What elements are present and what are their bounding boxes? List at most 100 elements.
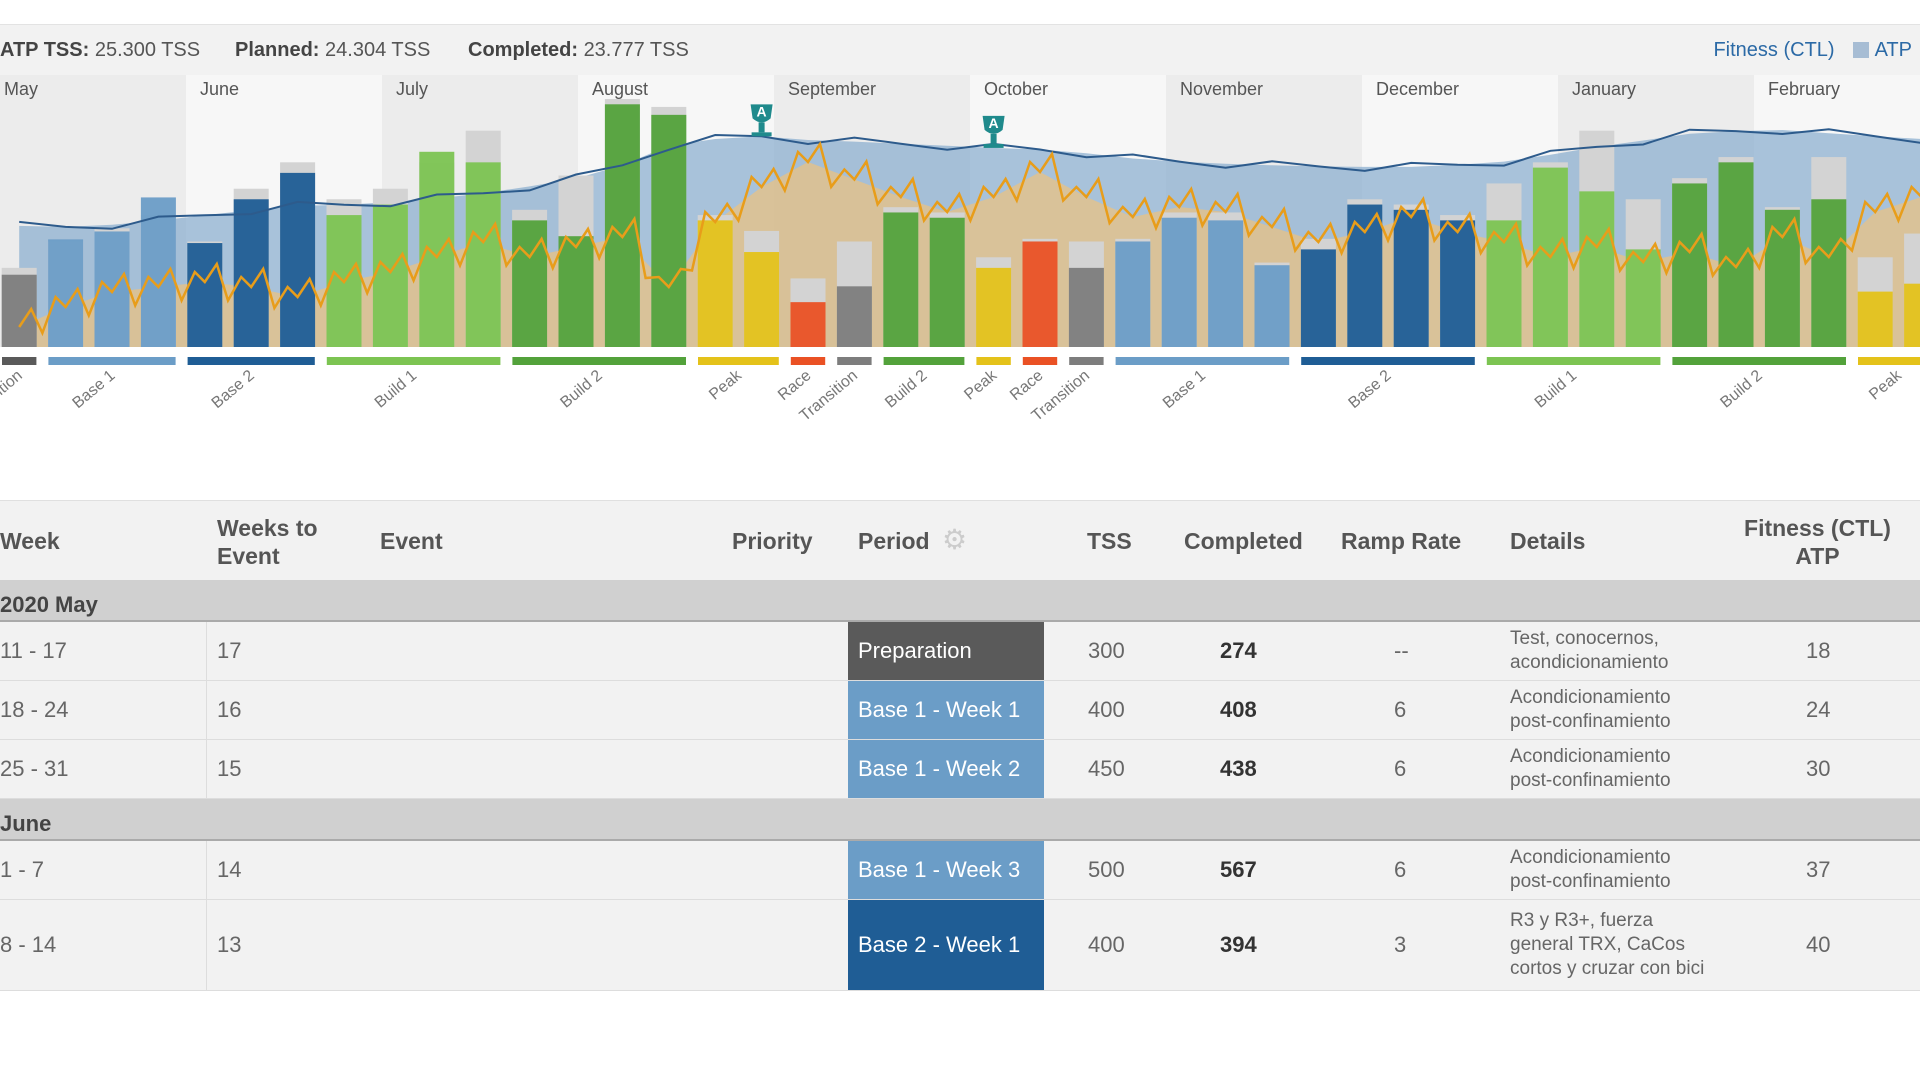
week-range: 8 - 14 [0, 932, 57, 957]
completed-tss-bar[interactable] [790, 302, 826, 347]
col-event[interactable]: Event [380, 528, 443, 554]
period-cell[interactable]: Base 1 - Week 2 [848, 740, 1044, 798]
completed-tss-bar[interactable] [1115, 241, 1151, 347]
fitness-ctl-value: 37 [1806, 857, 1831, 882]
ramp-rate: 6 [1394, 697, 1407, 722]
completed-tss-bar[interactable] [1718, 162, 1754, 347]
completed-tss-bar[interactable] [744, 252, 780, 347]
month-group-label: 2020 May [0, 592, 98, 617]
col-priority[interactable]: Priority [732, 528, 813, 554]
completed-tss-bar[interactable] [187, 243, 223, 347]
table-row[interactable]: 25 - 31 15 Base 1 - Week 2 450 438 6 Acondicio… [0, 740, 1920, 799]
completed-tss-bar[interactable] [1904, 283, 1920, 347]
phase-strip [1022, 357, 1058, 365]
completed-tss-bar[interactable] [976, 267, 1012, 347]
completed-tss: 408 [1220, 697, 1257, 722]
completed-tss-bar[interactable] [140, 197, 176, 347]
completed-tss-bar[interactable] [48, 239, 84, 347]
col-completed[interactable]: Completed [1184, 528, 1303, 554]
completed-tss-bar[interactable] [1811, 199, 1847, 347]
race-trophy-base [983, 143, 1004, 148]
col-tss[interactable]: TSS [1087, 528, 1132, 554]
weeks-to-event: 15 [217, 756, 242, 781]
details-text: Acondicionamiento post-confinamiento [1510, 687, 1671, 732]
completed-tss-bar[interactable] [1857, 291, 1893, 347]
completed-tss-bar[interactable] [1625, 249, 1661, 347]
fitness-ctl-value: 40 [1806, 932, 1831, 957]
col-ramp-rate[interactable]: Ramp Rate [1341, 528, 1462, 554]
completed-tss-bar[interactable] [1208, 220, 1244, 347]
completed-tss-bar[interactable] [1440, 220, 1476, 347]
legend-atp[interactable]: ATP [1874, 39, 1912, 61]
col-week[interactable]: Week [0, 528, 60, 554]
period-cell[interactable]: Base 1 - Week 1 [848, 681, 1044, 739]
completed-tss-bar[interactable] [372, 204, 408, 347]
details-text: Acondicionamiento post-confinamiento [1510, 847, 1671, 892]
phase-label: Peak [961, 366, 1001, 403]
summary-bar: ATP TSS: 25.300 TSS Planned: 24.304 TSS … [0, 24, 1920, 76]
table-row[interactable]: 18 - 24 16 Base 1 - Week 1 400 408 6 Acondicio… [0, 681, 1920, 740]
race-trophy-icon[interactable] [750, 104, 773, 123]
planned-label: Planned: [235, 39, 320, 61]
month-label: February [1768, 79, 1840, 99]
week-range: 18 - 24 [0, 697, 69, 722]
completed-tss-bar[interactable] [280, 172, 316, 347]
ramp-rate: -- [1394, 638, 1409, 663]
phase-label: Race [775, 367, 815, 404]
details-text: Test, conocernos, acondicionamiento [1510, 628, 1669, 673]
atp-tss-stat: ATP TSS: 25.300 TSS [0, 39, 200, 62]
week-range: 25 - 31 [0, 756, 69, 781]
completed-tss-bar[interactable] [1022, 241, 1058, 347]
completed-tss-bar[interactable] [558, 236, 594, 347]
ramp-rate: 6 [1394, 857, 1407, 882]
completed-value: 23.777 TSS [583, 39, 689, 61]
period-cell[interactable]: Base 1 - Week 3 [848, 841, 1044, 899]
period-settings-gear-icon[interactable]: ⚙ [942, 524, 968, 555]
completed-tss: 394 [1220, 932, 1257, 957]
month-label: January [1572, 79, 1636, 99]
column-divider [206, 681, 207, 739]
col-weeks-to-event[interactable]: Weeks to Event [217, 515, 318, 569]
planned-stat: Planned: 24.304 TSS [235, 39, 430, 62]
phase-label: Build 2 [1717, 367, 1765, 412]
phase-label: Build 1 [372, 367, 420, 412]
month-label: September [788, 79, 876, 99]
completed-tss-bar[interactable] [1393, 209, 1429, 347]
table-row[interactable]: 1 - 7 14 Base 1 - Week 3 500 567 6 Acondiciona… [0, 841, 1920, 900]
completed-tss-bar[interactable] [604, 104, 640, 347]
race-priority-label: A [757, 103, 767, 119]
col-period[interactable]: Period [858, 528, 930, 554]
phase-label: Build 2 [557, 367, 605, 412]
period-cell[interactable]: Base 2 - Week 1 [848, 900, 1044, 990]
fitness-ctl-value: 18 [1806, 638, 1831, 663]
phase-strip [698, 357, 779, 365]
table-row[interactable]: 11 - 17 17 Preparation 300 274 -- Test, conoce… [0, 622, 1920, 681]
completed-tss-bar[interactable] [1579, 191, 1615, 347]
table-row[interactable]: 8 - 14 13 Base 2 - Week 1 400 394 3 R3 y R3+, … [0, 900, 1920, 991]
phase-label: Peak [1866, 366, 1906, 403]
completed-tss-bar[interactable] [1486, 220, 1522, 347]
period-cell[interactable]: Preparation [848, 622, 1044, 680]
phase-strip [1486, 357, 1661, 365]
weeks-to-event: 13 [217, 932, 242, 957]
completed-tss-bar[interactable] [233, 199, 269, 347]
completed-tss: 438 [1220, 756, 1257, 781]
phase-strip [976, 357, 1011, 365]
completed-tss-bar[interactable] [1068, 267, 1104, 347]
completed-tss-bar[interactable] [1672, 183, 1708, 347]
completed-tss-bar[interactable] [883, 212, 919, 347]
phase-label: Build 1 [1532, 367, 1580, 412]
legend-fitness[interactable]: Fitness (CTL) [1713, 39, 1835, 61]
completed-tss-bar[interactable] [697, 220, 733, 347]
completed-tss-bar[interactable] [836, 286, 872, 347]
completed-tss-bar[interactable] [1254, 265, 1290, 347]
col-details[interactable]: Details [1510, 528, 1586, 554]
details-text: R3 y R3+, fuerza general TRX, CaCos cort… [1510, 910, 1705, 979]
month-label: June [200, 79, 239, 99]
col-fitness-atp[interactable]: Fitness (CTL) ATP [1744, 515, 1891, 569]
completed-tss-bar[interactable] [929, 217, 965, 347]
completed-tss-bar[interactable] [1300, 249, 1336, 347]
completed-tss-bar[interactable] [465, 162, 501, 347]
completed-tss-bar[interactable] [1161, 217, 1197, 347]
race-trophy-icon[interactable] [982, 115, 1005, 134]
